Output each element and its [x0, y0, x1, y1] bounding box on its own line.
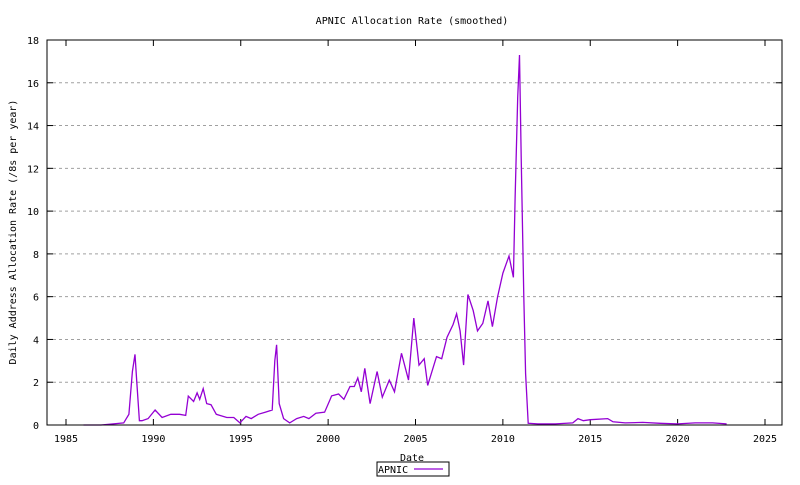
y-tick-label: 0 — [33, 421, 39, 432]
y-tick-label: 6 — [33, 293, 39, 304]
y-tick-label: 16 — [27, 79, 39, 90]
y-tick-label: 10 — [27, 207, 39, 218]
x-tick-label: 2025 — [753, 434, 777, 445]
y-tick-label: 18 — [27, 36, 39, 47]
x-tick-label: 2000 — [316, 434, 340, 445]
x-tick-label: 2020 — [666, 434, 690, 445]
x-tick-label: 2010 — [491, 434, 515, 445]
series-line-apnic — [83, 54, 727, 426]
y-tick-label: 2 — [33, 378, 39, 389]
x-tick-label: 1990 — [141, 434, 165, 445]
legend-label: APNIC — [378, 465, 408, 476]
y-axis-label: Daily Address Allocation Rate (/8s per y… — [8, 100, 19, 365]
y-tick-label: 4 — [33, 335, 39, 346]
x-tick-label: 1995 — [229, 434, 253, 445]
x-tick-label: 1985 — [54, 434, 78, 445]
y-tick-label: 14 — [27, 122, 39, 133]
legend-box — [376, 461, 450, 477]
legend: APNIC — [376, 461, 450, 477]
axis-ticks: 0 2 4 6 8 10 12 14 16 18 1985 1990 1995 2000 2005 2010 2… — [27, 36, 782, 445]
plot-frame — [46, 39, 783, 426]
x-tick-label: 2005 — [403, 434, 427, 445]
y-tick-label: 8 — [33, 250, 39, 261]
y-tick-label: 12 — [27, 164, 39, 175]
x-axis-label: Date — [400, 453, 424, 464]
x-tick-label: 2015 — [578, 434, 602, 445]
chart-title: APNIC Allocation Rate (smoothed) — [316, 16, 509, 27]
grid — [47, 82, 782, 383]
